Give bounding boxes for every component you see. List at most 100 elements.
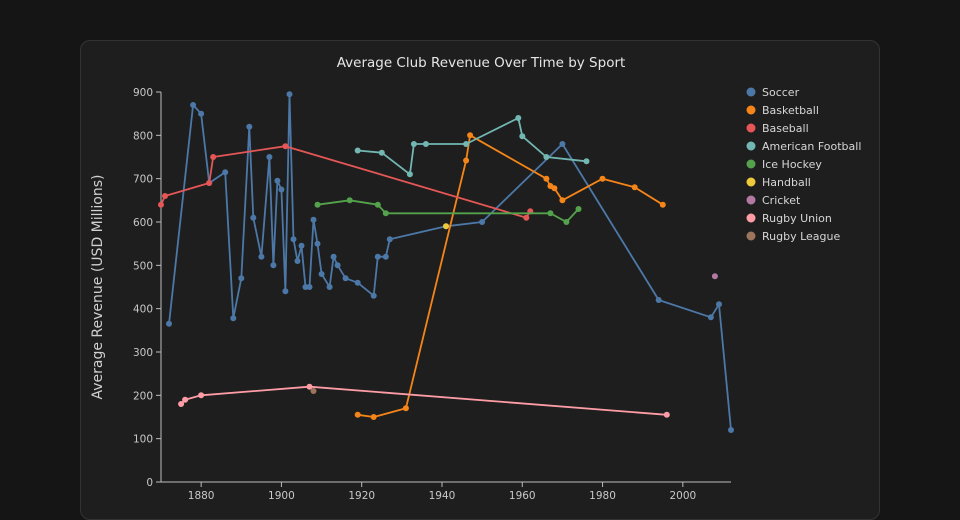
- data-point-american-football: [515, 115, 522, 121]
- data-point-baseball: [523, 214, 530, 221]
- legend-item-baseball[interactable]: Baseball: [746, 122, 809, 135]
- legend-swatch: [746, 141, 756, 151]
- legend-item-rugby-union[interactable]: Rugby Union: [746, 212, 832, 225]
- data-point-american-football: [422, 141, 429, 147]
- data-point-soccer: [222, 169, 229, 176]
- y-tick-label: 200: [133, 390, 153, 402]
- series-rugby-union: [178, 383, 670, 418]
- data-point-soccer: [386, 236, 393, 243]
- legend-label: Rugby League: [762, 230, 840, 243]
- data-point-american-football: [463, 141, 470, 147]
- y-tick-label: 900: [133, 87, 153, 99]
- series-ice-hockey: [314, 197, 582, 225]
- legend-swatch: [746, 87, 756, 97]
- series-line-rugby-union: [180, 385, 667, 416]
- data-point-basketball: [354, 411, 361, 418]
- x-tick-label: 1900: [268, 490, 295, 501]
- data-point-baseball: [282, 143, 289, 150]
- data-point-basketball: [659, 201, 666, 208]
- data-point-soccer: [274, 177, 281, 184]
- chart-card: Average Club Revenue Over Time by Sport …: [80, 40, 880, 520]
- data-point-rugby-union: [182, 396, 189, 403]
- legend-item-ice-hockey[interactable]: Ice Hockey: [746, 158, 823, 171]
- data-point-soccer: [330, 253, 337, 260]
- series-line-basketball: [357, 134, 664, 418]
- data-point-soccer: [298, 242, 305, 249]
- data-point-rugby-union: [306, 383, 313, 390]
- data-point-soccer: [382, 253, 389, 260]
- axes: 0 100 200 300 400 500 600 700 800 900 1880 1900 1920…: [133, 87, 731, 501]
- series-rugby-league: [310, 388, 317, 394]
- data-point-basketball: [599, 175, 606, 182]
- legend-item-american-football[interactable]: American Football: [746, 140, 862, 153]
- data-point-basketball: [467, 132, 474, 139]
- data-point-soccer: [728, 427, 734, 433]
- data-point-soccer: [314, 240, 321, 247]
- legend-item-cricket[interactable]: Cricket: [746, 194, 802, 207]
- data-point-rugby-league: [310, 388, 317, 394]
- legend-label: American Football: [762, 140, 861, 153]
- data-point-american-football: [406, 171, 413, 178]
- legend-item-soccer[interactable]: Soccer: [746, 86, 800, 99]
- data-point-soccer: [294, 258, 301, 264]
- data-point-soccer: [190, 102, 197, 108]
- data-point-american-football: [519, 133, 526, 140]
- data-point-soccer: [266, 154, 273, 160]
- legend-swatch: [746, 213, 756, 223]
- data-point-american-football: [378, 149, 385, 156]
- data-point-rugby-union: [198, 392, 205, 399]
- data-point-american-football: [354, 147, 361, 154]
- data-point-soccer: [716, 301, 722, 308]
- plot-area: [158, 91, 734, 433]
- data-point-basketball: [370, 414, 377, 420]
- data-point-handball: [443, 223, 449, 230]
- legend-label: Baseball: [762, 122, 809, 135]
- data-point-soccer: [258, 253, 265, 260]
- data-point-rugby-union: [663, 411, 670, 418]
- data-point-ice-hockey: [382, 210, 389, 217]
- data-point-basketball: [551, 185, 558, 192]
- series-cricket: [711, 273, 718, 280]
- data-point-soccer: [290, 236, 297, 243]
- data-point-basketball: [543, 175, 550, 182]
- data-point-american-football: [543, 154, 550, 160]
- data-point-soccer: [166, 320, 172, 327]
- data-point-basketball: [402, 405, 409, 412]
- y-tick-label: 600: [133, 217, 153, 229]
- legend-item-rugby-league[interactable]: Rugby League: [746, 230, 841, 243]
- legend-label: Basketball: [762, 104, 819, 117]
- series-handball: [443, 223, 449, 230]
- x-tick-label: 1960: [509, 490, 536, 501]
- legend-swatch: [746, 105, 756, 115]
- x-tick-label: 1920: [348, 490, 375, 501]
- legend-label: Soccer: [762, 86, 800, 99]
- y-tick-label: 0: [146, 477, 153, 489]
- x-tick-label: 1980: [589, 490, 616, 501]
- data-point-soccer: [238, 275, 245, 282]
- data-point-baseball: [162, 193, 168, 199]
- data-point-soccer: [310, 216, 317, 223]
- data-point-soccer: [655, 297, 662, 303]
- data-point-soccer: [707, 314, 714, 321]
- data-point-soccer: [326, 284, 333, 290]
- legend-swatch: [746, 159, 756, 169]
- y-tick-label: 400: [133, 304, 153, 316]
- data-point-soccer: [246, 123, 253, 130]
- data-point-ice-hockey: [374, 201, 381, 208]
- data-point-american-football: [583, 158, 590, 165]
- series-line-baseball: [160, 145, 532, 219]
- series-basketball: [354, 132, 666, 420]
- data-point-soccer: [354, 279, 361, 286]
- data-point-soccer: [370, 292, 377, 299]
- data-point-baseball: [210, 154, 217, 160]
- series-line-american-football: [357, 117, 587, 176]
- legend-item-handball[interactable]: Handball: [746, 176, 811, 189]
- x-tick-label: 2000: [669, 490, 696, 501]
- x-tick-label: 1940: [429, 490, 456, 501]
- data-point-soccer: [342, 275, 349, 282]
- y-tick-label: 700: [133, 174, 153, 186]
- series-american-football: [354, 115, 590, 178]
- data-point-rugby-union: [178, 401, 185, 407]
- legend-item-basketball[interactable]: Basketball: [746, 104, 819, 117]
- data-point-soccer: [198, 110, 205, 117]
